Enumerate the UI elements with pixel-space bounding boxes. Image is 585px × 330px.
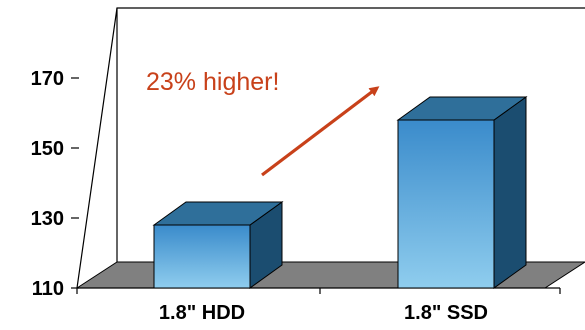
y-tick-label: 170 [31,68,64,90]
bar-side-face [493,96,527,289]
bar-front-face [153,224,251,289]
y-axis: 110 130 150 170 [31,68,79,300]
annotation-arrow [261,86,380,177]
x-category-label: 1.8" SSD [404,302,488,324]
y-tick-label: 150 [31,138,64,160]
annotation-text: 23% higher! [146,68,279,96]
chart-frame [76,7,585,289]
y-tick-label: 130 [31,208,64,230]
x-category-label: 1.8" HDD [159,302,245,324]
bars-group [152,96,528,289]
y-tick-label: 110 [32,278,64,300]
bar [152,201,284,289]
x-axis: 1.8" HDD 1.8" SSD [76,288,561,324]
bar-front-face [397,119,495,289]
bar [396,96,528,289]
